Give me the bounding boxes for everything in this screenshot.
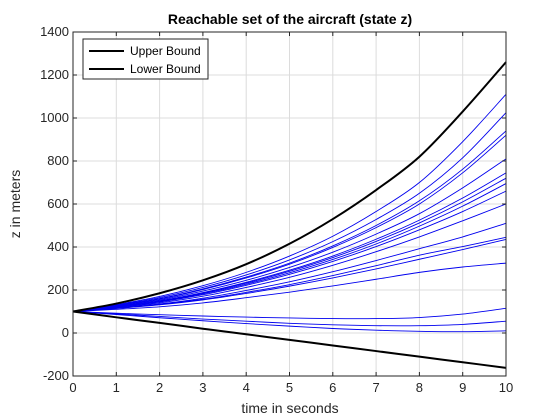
x-tick-label: 10 <box>499 380 513 395</box>
trajectory-line <box>72 307 507 320</box>
x-tick-label: 3 <box>199 380 206 395</box>
x-tick-label: 7 <box>372 380 379 395</box>
x-tick-label: 0 <box>69 380 76 395</box>
trajectory-line <box>72 311 507 333</box>
x-tick-label: 5 <box>286 380 293 395</box>
legend-label-lower-bound: Lower Bound <box>130 62 201 76</box>
x-tick-label: 2 <box>156 380 163 395</box>
y-tick-label: 600 <box>47 196 69 211</box>
chart-title: Reachable set of the aircraft (state z) <box>168 11 412 27</box>
y-tick-label: -200 <box>43 368 69 383</box>
trajectory-lines <box>72 94 507 333</box>
legend-label-upper-bound: Upper Bound <box>130 44 201 58</box>
y-axis-label: z in meters <box>7 170 23 238</box>
x-tick-label: 8 <box>416 380 423 395</box>
y-tick-label: 800 <box>47 153 69 168</box>
x-tick-label: 4 <box>243 380 250 395</box>
y-tick-label: 200 <box>47 282 69 297</box>
x-tick-label: 6 <box>329 380 336 395</box>
upper-bound-line <box>72 61 507 313</box>
y-tick-label: 1000 <box>40 110 69 125</box>
trajectory-line <box>72 262 507 312</box>
legend: Upper Bound Lower Bound <box>82 38 209 80</box>
y-tick-label: 1200 <box>40 67 69 82</box>
y-tick-label: 0 <box>62 325 69 340</box>
trajectory-line <box>72 239 507 312</box>
trajectory-line <box>72 134 507 312</box>
bound-lines <box>72 61 507 369</box>
trajectory-line <box>72 94 507 312</box>
trajectory-line <box>72 203 507 312</box>
x-axis-label: time in seconds <box>241 400 338 416</box>
trajectory-line <box>72 311 507 327</box>
legend-box <box>82 38 209 80</box>
trajectory-line <box>72 158 507 312</box>
ticks: 0 1 2 3 4 5 6 7 8 9 10-200020040060080010001200140… <box>40 24 513 395</box>
x-tick-label: 1 <box>113 380 120 395</box>
trajectory-line <box>72 112 507 312</box>
y-tick-label: 1400 <box>40 24 69 39</box>
x-tick-label: 9 <box>459 380 466 395</box>
y-tick-label: 400 <box>47 239 69 254</box>
trajectory-line <box>72 190 507 312</box>
lower-bound-line <box>72 310 507 369</box>
